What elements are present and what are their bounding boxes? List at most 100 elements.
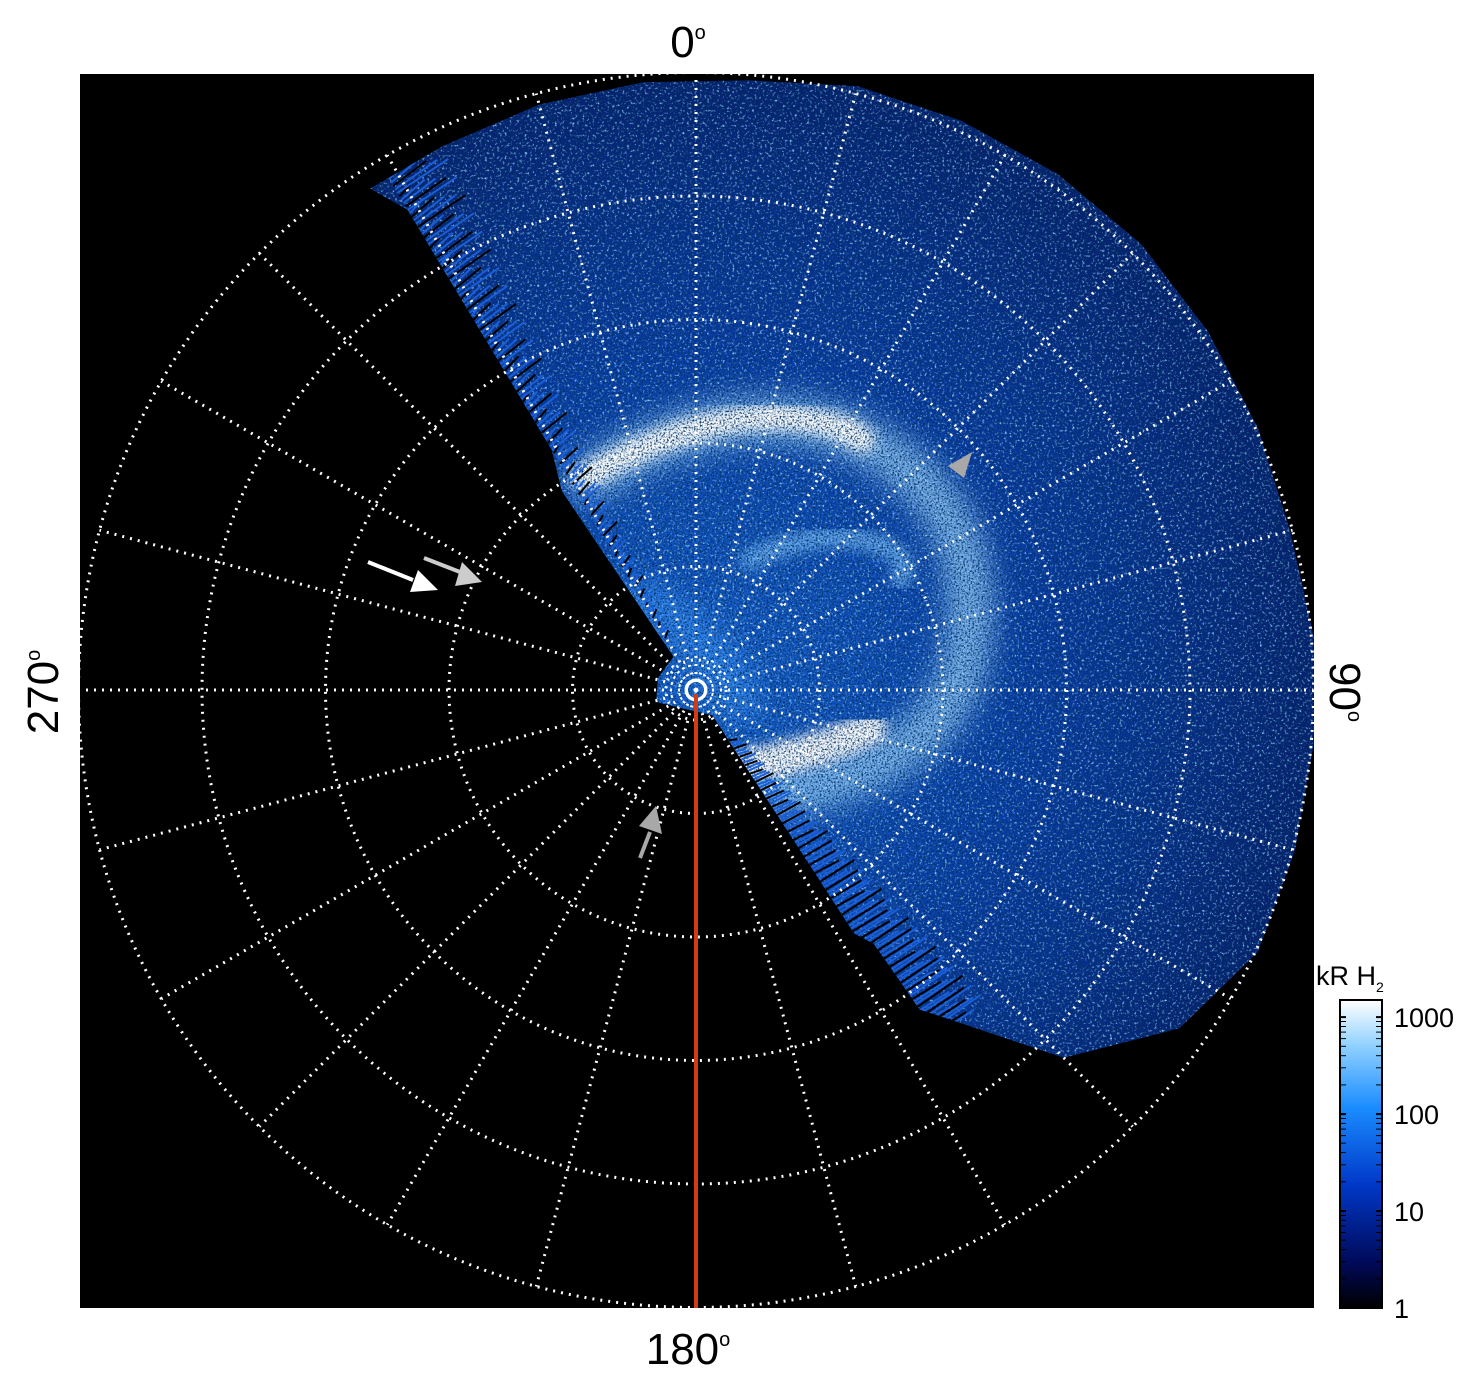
edge-streak [565,461,576,475]
edge-streak [664,629,670,639]
edge-streak [474,302,500,324]
edge-streak [472,302,492,321]
edge-streak [390,161,416,184]
edge-streak [524,390,539,407]
edge-streak [639,588,646,598]
edge-streak [767,790,788,803]
edge-streak [596,514,604,526]
edge-streak [792,829,814,841]
edge-streak [782,810,806,825]
edge-streak [659,623,664,632]
edge-streak [561,448,585,468]
edge-streak [730,739,741,745]
edge-streak [857,920,891,941]
edge-streak [731,741,744,747]
edge-streak [534,408,548,424]
edge-streak [396,158,449,194]
edge-streak [807,849,831,863]
edge-streak [528,392,552,414]
colorbar-ticks: 1000 100 10 1 [1340,1003,1454,1324]
edge-streak [735,748,746,753]
edge-streak [606,532,614,544]
edge-streak [618,552,627,564]
edge-streak [823,869,854,888]
grid-ring-inner [664,658,728,722]
edge-streak [861,918,903,946]
edge-streak [575,479,586,492]
edge-streak [812,849,846,872]
edge-streak [773,799,793,811]
edge-streak [780,809,802,822]
edge-streak [585,496,595,509]
edge-streak [643,593,653,605]
edge-streak [458,266,500,297]
edge-streak [555,443,567,458]
edge-streak [769,791,792,805]
edge-streak [549,428,570,448]
arrow-light-gray [423,556,482,586]
edge-streak [744,759,758,767]
arrow-gray-lower [638,806,662,859]
angle-label-right: 90o [1320,662,1369,722]
edge-streak [544,426,557,441]
edge-streak [758,779,776,789]
edge-streak [852,909,888,933]
edge-streak [783,810,810,827]
edge-streak [839,888,877,913]
edge-streak [848,897,891,927]
edge-streak [404,176,447,208]
edge-streak [809,849,836,866]
edge-streak [433,231,464,256]
edge-streak [479,303,517,331]
edge-streak [577,480,591,496]
edge-streak [825,869,859,891]
edge-streak [400,178,426,201]
edge-streak [462,284,482,304]
edge-streak [739,751,753,758]
edge-streak [778,808,797,819]
edge-streak [392,159,427,187]
edge-streak [536,409,555,427]
edge-streak [651,608,658,619]
edge-streak [853,908,894,935]
edge-streak [464,284,491,307]
edge-streak [746,761,762,769]
edge-streak [753,770,771,780]
edge-streak [446,248,482,276]
grid-ring [200,194,1192,1186]
edge-streak [826,868,864,894]
edge-streak [757,778,772,786]
colorbar: kR H2 1000 100 10 1 [1316,961,1454,1324]
edge-streak [821,869,848,886]
edge-streak [774,800,797,814]
edge-streak [846,898,886,924]
edge-streak [520,375,551,400]
edge-streak [834,878,873,905]
edge-streak [751,769,767,778]
edge-streak [850,910,882,930]
edge-streak [737,749,750,756]
edge-streak [764,788,780,797]
edge-streak [598,516,609,530]
colorbar-gradient [1339,999,1383,1309]
edge-streak [837,889,871,911]
edge-streak [417,194,466,228]
edge-streak [832,878,868,902]
edge-streak [776,801,801,816]
edge-streak [546,427,564,444]
edge-streak [513,373,529,389]
edge-streak [466,284,500,311]
edge-streak [483,320,501,338]
edge-streak [423,213,455,239]
edge-streak [859,919,897,944]
angle-label-bottom: 180o [646,1325,731,1374]
edge-streak [402,177,437,204]
edge-streak [742,758,755,764]
edge-streak [582,484,602,503]
edge-streak [828,879,857,897]
edge-streak [421,214,445,235]
edge-streak [791,820,819,839]
edge-streak [801,839,828,855]
edge-streak [627,567,633,578]
